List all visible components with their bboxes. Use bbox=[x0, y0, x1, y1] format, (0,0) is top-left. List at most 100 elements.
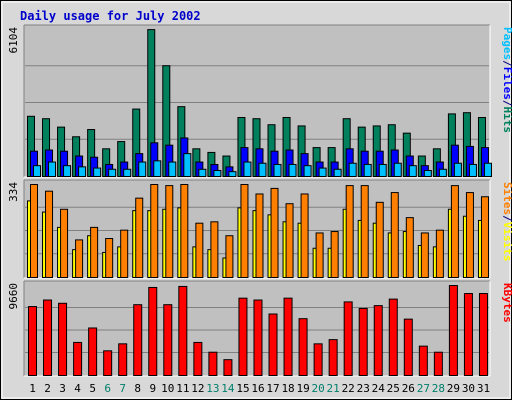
hits-files-pages-bar-pages-day-5 bbox=[93, 167, 102, 178]
hits-files-pages-bar-pages-day-2 bbox=[48, 161, 57, 178]
x-tick-label-day-11: 11 bbox=[176, 382, 189, 395]
x-tick-label-day-15: 15 bbox=[236, 382, 249, 395]
kbytes-bar-kbytes-day-28 bbox=[433, 351, 443, 376]
x-tick-label-day-9: 9 bbox=[149, 382, 156, 395]
visits-sites-bar-sites-day-13 bbox=[210, 221, 219, 278]
visits-sites-bar-sites-day-27 bbox=[420, 232, 429, 278]
kbytes-bar-kbytes-day-18 bbox=[283, 297, 293, 376]
x-tick-label-day-8: 8 bbox=[134, 382, 141, 395]
hits-files-pages-bar-pages-day-27 bbox=[423, 169, 432, 177]
visits-sites-bar-sites-day-12 bbox=[195, 222, 204, 279]
visits-sites-bar-sites-day-22 bbox=[345, 185, 354, 278]
x-tick-label-day-16: 16 bbox=[251, 382, 264, 395]
kbytes-bar-kbytes-day-5 bbox=[88, 327, 98, 376]
x-tick-label-day-29: 29 bbox=[447, 382, 460, 395]
hits-files-pages-bar-pages-day-22 bbox=[348, 162, 357, 178]
hits-files-pages-bar-pages-day-24 bbox=[378, 163, 387, 177]
kbytes-bar-kbytes-day-30 bbox=[463, 293, 473, 376]
kbytes-bar-kbytes-day-24 bbox=[373, 305, 383, 377]
hits-files-pages-bar-pages-day-18 bbox=[288, 163, 297, 177]
kbytes-bar-kbytes-day-12 bbox=[193, 341, 203, 377]
kbytes-bar-kbytes-day-8 bbox=[133, 304, 143, 376]
kbytes-bar-kbytes-day-31 bbox=[478, 293, 488, 376]
hits-files-pages-bar-pages-day-13 bbox=[213, 169, 222, 177]
visits-sites-bar-sites-day-23 bbox=[360, 185, 369, 278]
hits-files-pages-bar-pages-day-16 bbox=[258, 162, 267, 178]
visits-sites-bar-sites-day-20 bbox=[315, 232, 324, 278]
visits-sites-legend-item: Visits bbox=[501, 222, 512, 262]
kbytes-bar-kbytes-day-25 bbox=[388, 298, 398, 376]
x-tick-label-day-21: 21 bbox=[327, 382, 340, 395]
hits-files-pages-bar-pages-day-25 bbox=[393, 162, 402, 178]
x-tick-label-day-13: 13 bbox=[206, 382, 219, 395]
hits-files-pages-bar-pages-day-15 bbox=[243, 161, 252, 178]
x-tick-label-day-27: 27 bbox=[417, 382, 430, 395]
x-tick-label-day-31: 31 bbox=[477, 382, 490, 395]
hits-files-pages-bar-pages-day-26 bbox=[408, 165, 417, 177]
hits-files-pages-bar-pages-day-1 bbox=[33, 165, 41, 177]
hits-files-pages-bar-pages-day-29 bbox=[453, 162, 462, 178]
visits-sites-bar-sites-day-8 bbox=[135, 197, 144, 278]
kbytes-bar-kbytes-day-7 bbox=[118, 343, 128, 376]
visits-sites-bar-sites-day-18 bbox=[285, 203, 294, 278]
x-tick-label-day-23: 23 bbox=[357, 382, 370, 395]
visits-sites-bar-sites-day-19 bbox=[300, 193, 309, 279]
kbytes-bar-kbytes-day-29 bbox=[448, 285, 458, 376]
kbytes-bar-kbytes-day-4 bbox=[73, 341, 83, 377]
kbytes-bar-kbytes-day-14 bbox=[223, 359, 233, 377]
hits-files-pages-bar-pages-day-11 bbox=[183, 153, 192, 178]
x-tick-label-day-10: 10 bbox=[161, 382, 174, 395]
hits-files-pages-legend-item: Pages bbox=[501, 27, 512, 60]
visits-sites-bar-sites-day-25 bbox=[390, 192, 399, 278]
hits-files-pages-legend-item: Hits bbox=[501, 107, 512, 134]
visits-sites-bar-sites-day-17 bbox=[270, 187, 279, 279]
kbytes-bar-kbytes-day-9 bbox=[148, 286, 158, 376]
visits-sites-bar-sites-day-15 bbox=[240, 184, 249, 278]
x-tick-label-day-22: 22 bbox=[342, 382, 355, 395]
hits-files-pages-bar-pages-day-6 bbox=[108, 168, 117, 177]
visits-sites-bar-sites-day-16 bbox=[255, 193, 264, 279]
kbytes-bar-kbytes-day-10 bbox=[163, 304, 173, 376]
kbytes-bar-kbytes-day-21 bbox=[328, 339, 338, 376]
kbytes-bar-kbytes-day-19 bbox=[298, 318, 308, 376]
kbytes-bar-kbytes-day-2 bbox=[43, 299, 53, 376]
visits-sites-legend-item: / bbox=[501, 215, 512, 222]
hits-files-pages-bar-pages-day-20 bbox=[318, 167, 327, 178]
kbytes-bar-kbytes-day-3 bbox=[58, 302, 68, 377]
x-tick-label-day-14: 14 bbox=[221, 382, 235, 395]
hits-files-pages-legend-item: / bbox=[501, 100, 512, 107]
kbytes-bar-kbytes-day-26 bbox=[403, 318, 413, 377]
hits-files-pages-bar-pages-day-31 bbox=[483, 162, 492, 178]
x-tick-label-day-2: 2 bbox=[44, 382, 51, 395]
visits-sites-bar-sites-day-1 bbox=[30, 184, 38, 278]
x-tick-label-day-18: 18 bbox=[281, 382, 294, 395]
kbytes-bar-kbytes-day-16 bbox=[253, 299, 263, 376]
visits-sites-bar-sites-day-11 bbox=[180, 184, 189, 278]
kbytes-bar-kbytes-day-17 bbox=[268, 313, 278, 376]
hits-files-pages-bar-pages-day-23 bbox=[363, 163, 372, 177]
visits-sites-bar-sites-day-10 bbox=[165, 185, 174, 278]
kbytes-panel: 9660 KBytes bbox=[7, 280, 512, 377]
visits-sites-bar-sites-day-31 bbox=[480, 196, 489, 278]
x-tick-label-day-25: 25 bbox=[387, 382, 400, 395]
hits-files-pages-bar-pages-day-3 bbox=[63, 165, 72, 177]
x-tick-label-day-24: 24 bbox=[372, 382, 386, 395]
chart-title: Daily usage for July 2002 bbox=[20, 9, 201, 23]
kbytes-bar-kbytes-day-6 bbox=[103, 350, 113, 376]
x-axis-labels: 1 2 3 4 5 6 7 8 9 10 11 12 13 14 15 16 17 18 19 20 21 22 23 24 2… bbox=[29, 382, 490, 395]
x-tick-label-day-12: 12 bbox=[191, 382, 204, 395]
x-tick-label-day-17: 17 bbox=[266, 382, 279, 395]
visits-sites-max-label: 334 bbox=[7, 182, 20, 202]
x-tick-label-day-28: 28 bbox=[432, 382, 445, 395]
hits-files-pages-bar-pages-day-21 bbox=[333, 168, 342, 177]
visits-sites-legend: Sites/Visits bbox=[501, 182, 512, 262]
visits-sites-bar-sites-day-7 bbox=[120, 229, 129, 279]
visits-sites-bar-sites-day-26 bbox=[405, 217, 414, 279]
x-tick-label-day-5: 5 bbox=[89, 382, 96, 395]
hits-files-pages-bar-pages-day-14 bbox=[228, 171, 237, 178]
kbytes-bar-kbytes-day-27 bbox=[418, 345, 428, 376]
kbytes-legend-item: KBytes bbox=[501, 283, 512, 323]
